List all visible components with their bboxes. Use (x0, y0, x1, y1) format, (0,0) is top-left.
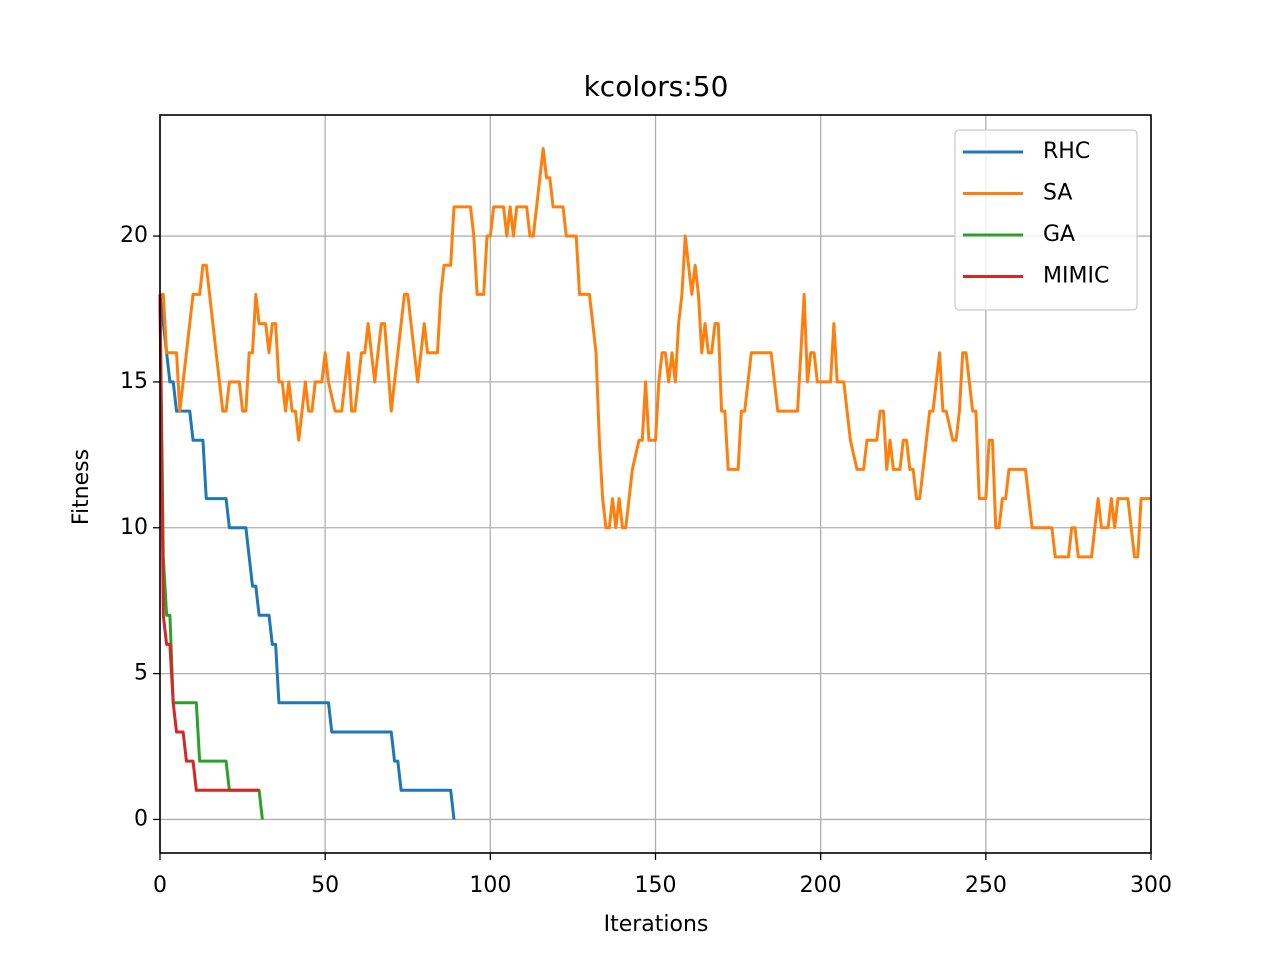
x-tick-label: 150 (635, 873, 677, 898)
y-tick-label: 10 (120, 515, 148, 540)
line (160, 147, 1151, 559)
x-tick-label: 100 (469, 873, 511, 898)
y-tick-label: 20 (120, 223, 148, 248)
legend-label: SA (1043, 181, 1072, 206)
y-tick-label: 15 (120, 369, 148, 394)
line (158, 294, 260, 792)
x-tick-label: 50 (311, 873, 339, 898)
chart-title: kcolors:50 (584, 70, 729, 103)
x-axis-label: Iterations (604, 912, 709, 937)
y-axis-label: Fitness (69, 449, 94, 525)
line (158, 294, 456, 820)
x-tick-label: 200 (800, 873, 842, 898)
legend-label: RHC (1043, 139, 1090, 164)
legend-label: GA (1043, 222, 1075, 247)
x-tick-label: 0 (153, 873, 167, 898)
legend-box (954, 129, 1138, 311)
x-tick-label: 300 (1130, 873, 1172, 898)
legend-label: MIMIC (1043, 264, 1109, 289)
plot-frame (159, 114, 1152, 854)
y-tick-label: 0 (134, 806, 148, 831)
x-tick-label: 250 (965, 873, 1007, 898)
y-tick-label: 5 (134, 661, 148, 686)
